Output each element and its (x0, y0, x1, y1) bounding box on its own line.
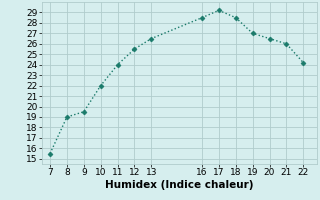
X-axis label: Humidex (Indice chaleur): Humidex (Indice chaleur) (105, 180, 253, 190)
